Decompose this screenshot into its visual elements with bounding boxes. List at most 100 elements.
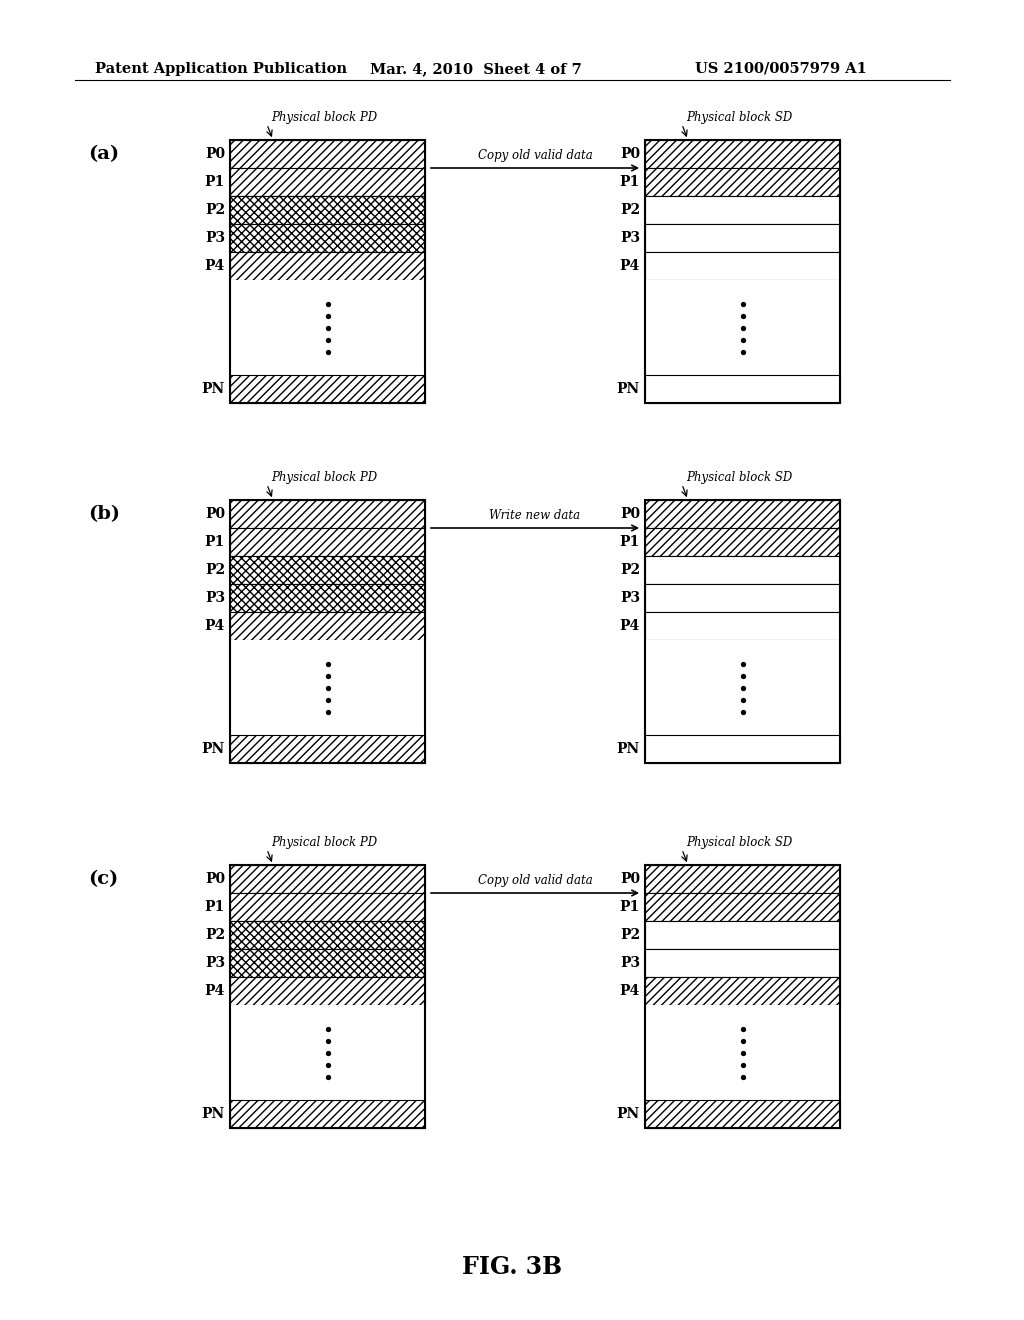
Text: P1: P1 (620, 900, 640, 913)
Text: P2: P2 (620, 928, 640, 942)
Text: P1: P1 (620, 176, 640, 189)
Bar (230, 140, 425, 168)
Bar (230, 528, 425, 556)
Text: PN: PN (616, 381, 640, 396)
Bar (230, 556, 425, 583)
Bar (645, 640, 840, 735)
Text: US 2100/0057979 A1: US 2100/0057979 A1 (695, 62, 867, 77)
Bar (230, 612, 425, 640)
Text: Mar. 4, 2010  Sheet 4 of 7: Mar. 4, 2010 Sheet 4 of 7 (370, 62, 582, 77)
Text: P2: P2 (620, 564, 640, 577)
Text: P3: P3 (620, 591, 640, 605)
Bar (645, 140, 840, 403)
Text: P1: P1 (620, 535, 640, 549)
Bar (645, 195, 840, 224)
Text: PN: PN (202, 742, 225, 756)
Bar (645, 894, 840, 921)
Bar (230, 500, 425, 763)
Text: P3: P3 (620, 231, 640, 246)
Bar (230, 583, 425, 612)
Text: P3: P3 (205, 956, 225, 970)
Bar (645, 375, 840, 403)
Bar (645, 556, 840, 583)
Text: PN: PN (616, 1107, 640, 1121)
Bar (230, 140, 425, 403)
Text: P2: P2 (205, 928, 225, 942)
Bar (230, 735, 425, 763)
Text: Physical block PD: Physical block PD (271, 111, 377, 124)
Text: P2: P2 (205, 564, 225, 577)
Text: P3: P3 (620, 956, 640, 970)
Bar (230, 280, 425, 375)
Text: P1: P1 (205, 535, 225, 549)
Bar (645, 500, 840, 763)
Bar (230, 224, 425, 252)
Text: P4: P4 (205, 259, 225, 273)
Text: P0: P0 (620, 507, 640, 521)
Bar (645, 1005, 840, 1100)
Text: P1: P1 (205, 900, 225, 913)
Bar (230, 894, 425, 921)
Bar (230, 500, 425, 528)
Bar (645, 140, 840, 168)
Text: PN: PN (202, 1107, 225, 1121)
Bar (645, 977, 840, 1005)
Bar (645, 612, 840, 640)
Bar (645, 224, 840, 252)
Bar (230, 977, 425, 1005)
Text: P3: P3 (205, 591, 225, 605)
Text: (b): (b) (88, 506, 120, 523)
Text: PN: PN (202, 381, 225, 396)
Text: P0: P0 (620, 873, 640, 886)
Text: Physical block SD: Physical block SD (686, 471, 793, 484)
Text: PN: PN (616, 742, 640, 756)
Text: Physical block PD: Physical block PD (271, 471, 377, 484)
Text: FIG. 3B: FIG. 3B (462, 1255, 562, 1279)
Text: P0: P0 (205, 147, 225, 161)
Bar (645, 168, 840, 195)
Bar (230, 1005, 425, 1100)
Text: P4: P4 (205, 619, 225, 634)
Text: Write new data: Write new data (489, 510, 581, 521)
Bar (230, 195, 425, 224)
Bar (645, 949, 840, 977)
Bar (645, 280, 840, 375)
Text: (a): (a) (88, 145, 119, 162)
Text: P4: P4 (620, 259, 640, 273)
Text: (c): (c) (88, 870, 118, 888)
Bar (645, 583, 840, 612)
Bar (230, 252, 425, 280)
Bar (230, 921, 425, 949)
Bar (645, 921, 840, 949)
Text: Copy old valid data: Copy old valid data (477, 874, 592, 887)
Text: P0: P0 (620, 147, 640, 161)
Text: P4: P4 (620, 619, 640, 634)
Text: P3: P3 (205, 231, 225, 246)
Bar (645, 865, 840, 894)
Bar (230, 168, 425, 195)
Bar (645, 252, 840, 280)
Bar (230, 640, 425, 735)
Bar (230, 865, 425, 894)
Text: P4: P4 (205, 983, 225, 998)
Text: P2: P2 (205, 203, 225, 216)
Text: P2: P2 (620, 203, 640, 216)
Text: P0: P0 (205, 873, 225, 886)
Text: Patent Application Publication: Patent Application Publication (95, 62, 347, 77)
Text: Copy old valid data: Copy old valid data (477, 149, 592, 162)
Bar (645, 500, 840, 528)
Text: Physical block SD: Physical block SD (686, 111, 793, 124)
Bar (645, 1100, 840, 1129)
Bar (230, 865, 425, 1129)
Text: Physical block SD: Physical block SD (686, 836, 793, 849)
Bar (230, 1100, 425, 1129)
Bar (230, 375, 425, 403)
Bar (645, 735, 840, 763)
Bar (645, 865, 840, 1129)
Text: P1: P1 (205, 176, 225, 189)
Text: P0: P0 (205, 507, 225, 521)
Bar (230, 949, 425, 977)
Text: P4: P4 (620, 983, 640, 998)
Text: Physical block PD: Physical block PD (271, 836, 377, 849)
Bar (645, 528, 840, 556)
